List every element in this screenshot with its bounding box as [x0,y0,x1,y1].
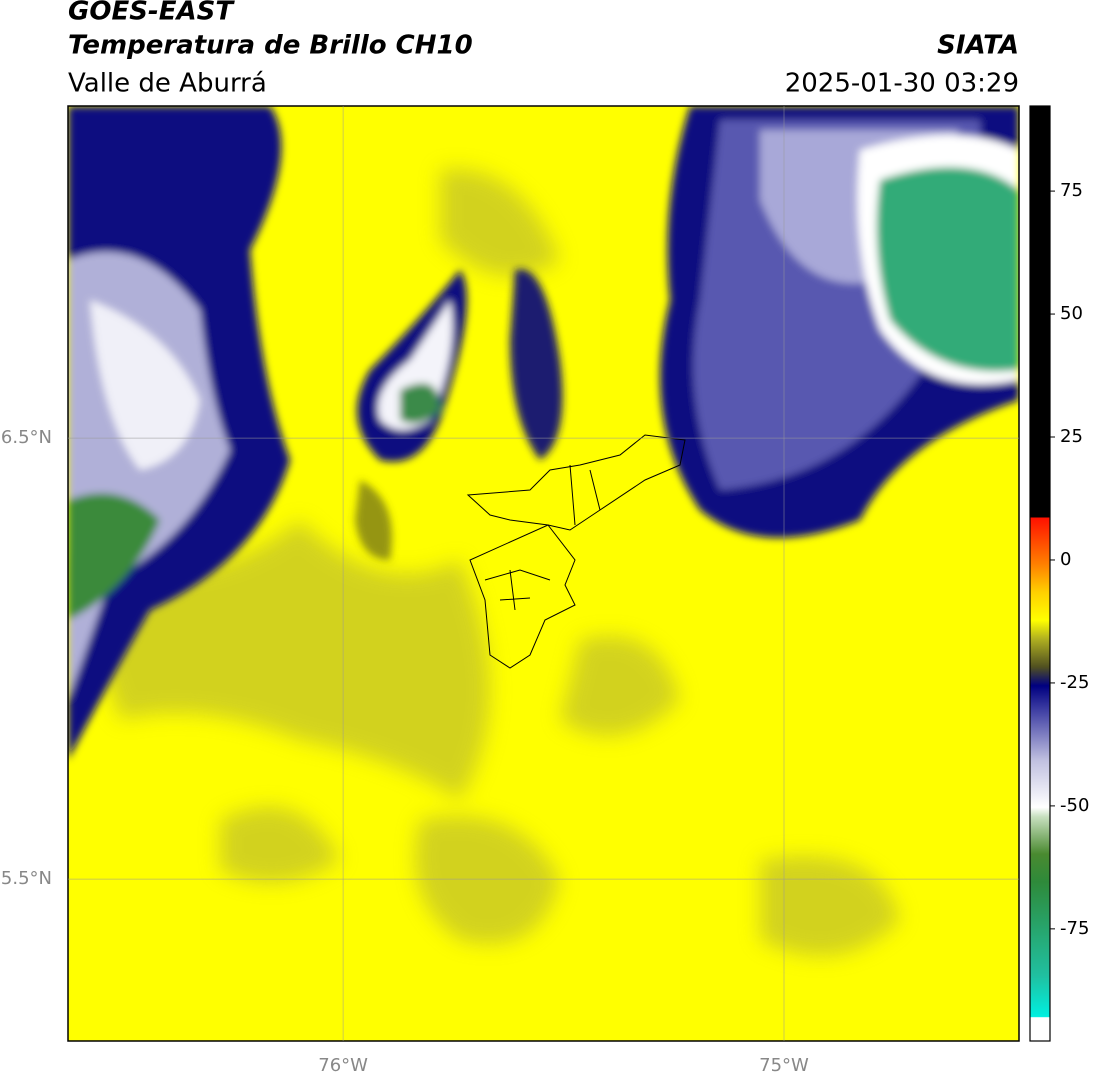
colorbar [1029,105,1051,1042]
region: Valle de Aburrá [68,69,267,99]
colorbar-tick-label: -25 [1060,672,1089,693]
valley-outline [466,434,686,669]
x-tick-label: 76°W [318,1055,368,1076]
source: SIATA [937,31,1019,61]
map-frame [67,105,1020,1042]
colorbar-tick-label: -75 [1060,918,1089,939]
satellite-image [68,106,1019,1041]
title: GOES-EAST [68,0,235,27]
colorbar-tick-label: 50 [1060,303,1083,324]
colorbar-tick-label: 75 [1060,180,1083,201]
x-tick-label: 75°W [759,1055,809,1076]
timestamp: 2025-01-30 03:29 [785,69,1019,99]
colorbar-tick-label: 0 [1060,549,1071,570]
colorbar-tick-label: 25 [1060,426,1083,447]
y-tick-label: 6.5°N [1,427,52,448]
colorbar-tick-label: -50 [1060,795,1089,816]
map-grid: 76°W 75°W 6.5°N 5.5°N [1,106,1019,1076]
subtitle: Temperatura de Brillo CH10 [68,31,473,61]
y-tick-label: 5.5°N [1,868,52,889]
colorbar-ticks: 75 50 25 0 -25 -50 -75 [1050,180,1089,939]
